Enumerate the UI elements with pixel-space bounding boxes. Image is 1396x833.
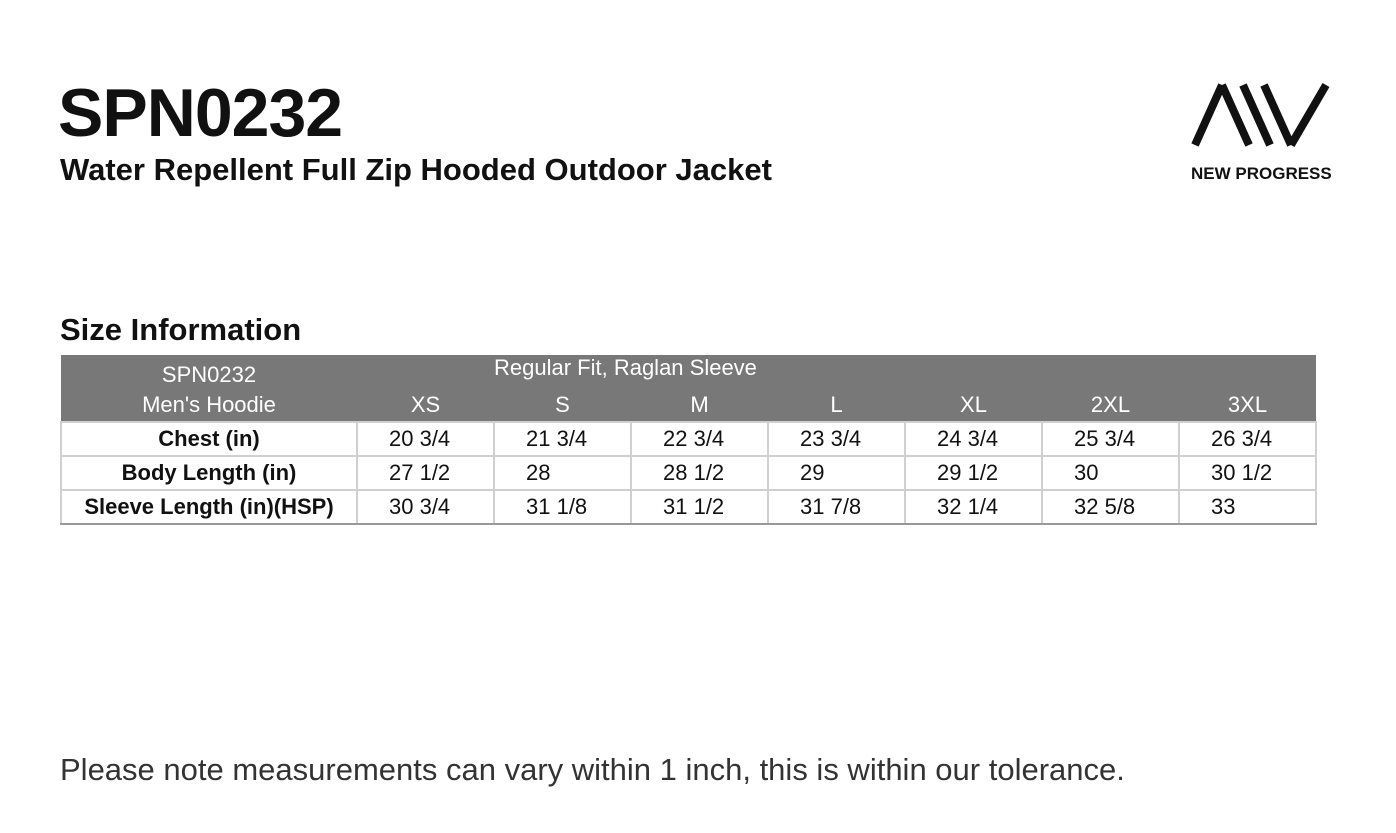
note: Please note measurements can vary within… <box>60 752 1125 787</box>
size-value: 33 <box>1178 489 1317 525</box>
section-title: Size Information <box>60 312 302 347</box>
product-title: Water Repellent Full Zip Hooded Outdoor … <box>60 152 772 187</box>
product-code: SPN0232 <box>58 75 343 151</box>
size-value: 29 1/2 <box>904 455 1043 491</box>
size-value: 30 3/4 <box>356 489 495 525</box>
size-value: 31 1/2 <box>630 489 769 525</box>
header-cell: L <box>768 388 905 422</box>
size-value: 30 1/2 <box>1178 455 1317 491</box>
size-value: 32 1/4 <box>904 489 1043 525</box>
header-row: SPN0232 Regular Fit, Raglan Sleeve <box>61 355 1316 388</box>
size-value: 27 1/2 <box>356 455 495 491</box>
header-cell: 2XL <box>1042 388 1179 422</box>
size-value: 23 3/4 <box>767 421 906 457</box>
row-label: Sleeve Length (in)(HSP) <box>60 489 358 525</box>
size-value: 28 1/2 <box>630 455 769 491</box>
header-cell: XL <box>905 388 1042 422</box>
size-value: 21 3/4 <box>493 421 632 457</box>
size-value: 28 <box>493 455 632 491</box>
size-value: 26 3/4 <box>1178 421 1317 457</box>
header-cell: XS <box>357 388 494 422</box>
header-cell: 3XL <box>1179 388 1316 422</box>
header-cell: Men's Hoodie <box>61 388 357 422</box>
size-value: 24 3/4 <box>904 421 1043 457</box>
header-cell: S <box>494 388 631 422</box>
size-value: 20 3/4 <box>356 421 495 457</box>
row-label: Chest (in) <box>60 421 358 457</box>
logo-mark <box>1191 82 1330 148</box>
size-value: 29 <box>767 455 906 491</box>
header-cell: Regular Fit, Raglan Sleeve <box>357 355 1316 388</box>
size-value: 25 3/4 <box>1041 421 1180 457</box>
size-row: Body Length (in) 27 1/2 28 28 1/2 29 29 1/2 30… <box>60 455 1317 491</box>
size-value: 31 7/8 <box>767 489 906 525</box>
size-value: 31 1/8 <box>493 489 632 525</box>
size-value: 32 5/8 <box>1041 489 1180 525</box>
header-cell: SPN0232 <box>61 355 357 388</box>
header-row: Men's Hoodie XS S M L XL 2XL 3XL <box>61 388 1316 422</box>
logo-text: NEW PROGRESS <box>1191 164 1332 183</box>
size-value: 30 <box>1041 455 1180 491</box>
size-value: 22 3/4 <box>630 421 769 457</box>
header-cell: M <box>631 388 768 422</box>
row-label: Body Length (in) <box>60 455 358 491</box>
size-row: Sleeve Length (in)(HSP) 30 3/4 31 1/8 31 1/… <box>60 489 1317 525</box>
size-row: Chest (in) 20 3/4 21 3/4 22 3/4 23 3/4 24 3/4… <box>60 421 1317 457</box>
size-table: SPN0232 Regular Fit, Raglan Sleeve Men's H… <box>60 355 1317 525</box>
